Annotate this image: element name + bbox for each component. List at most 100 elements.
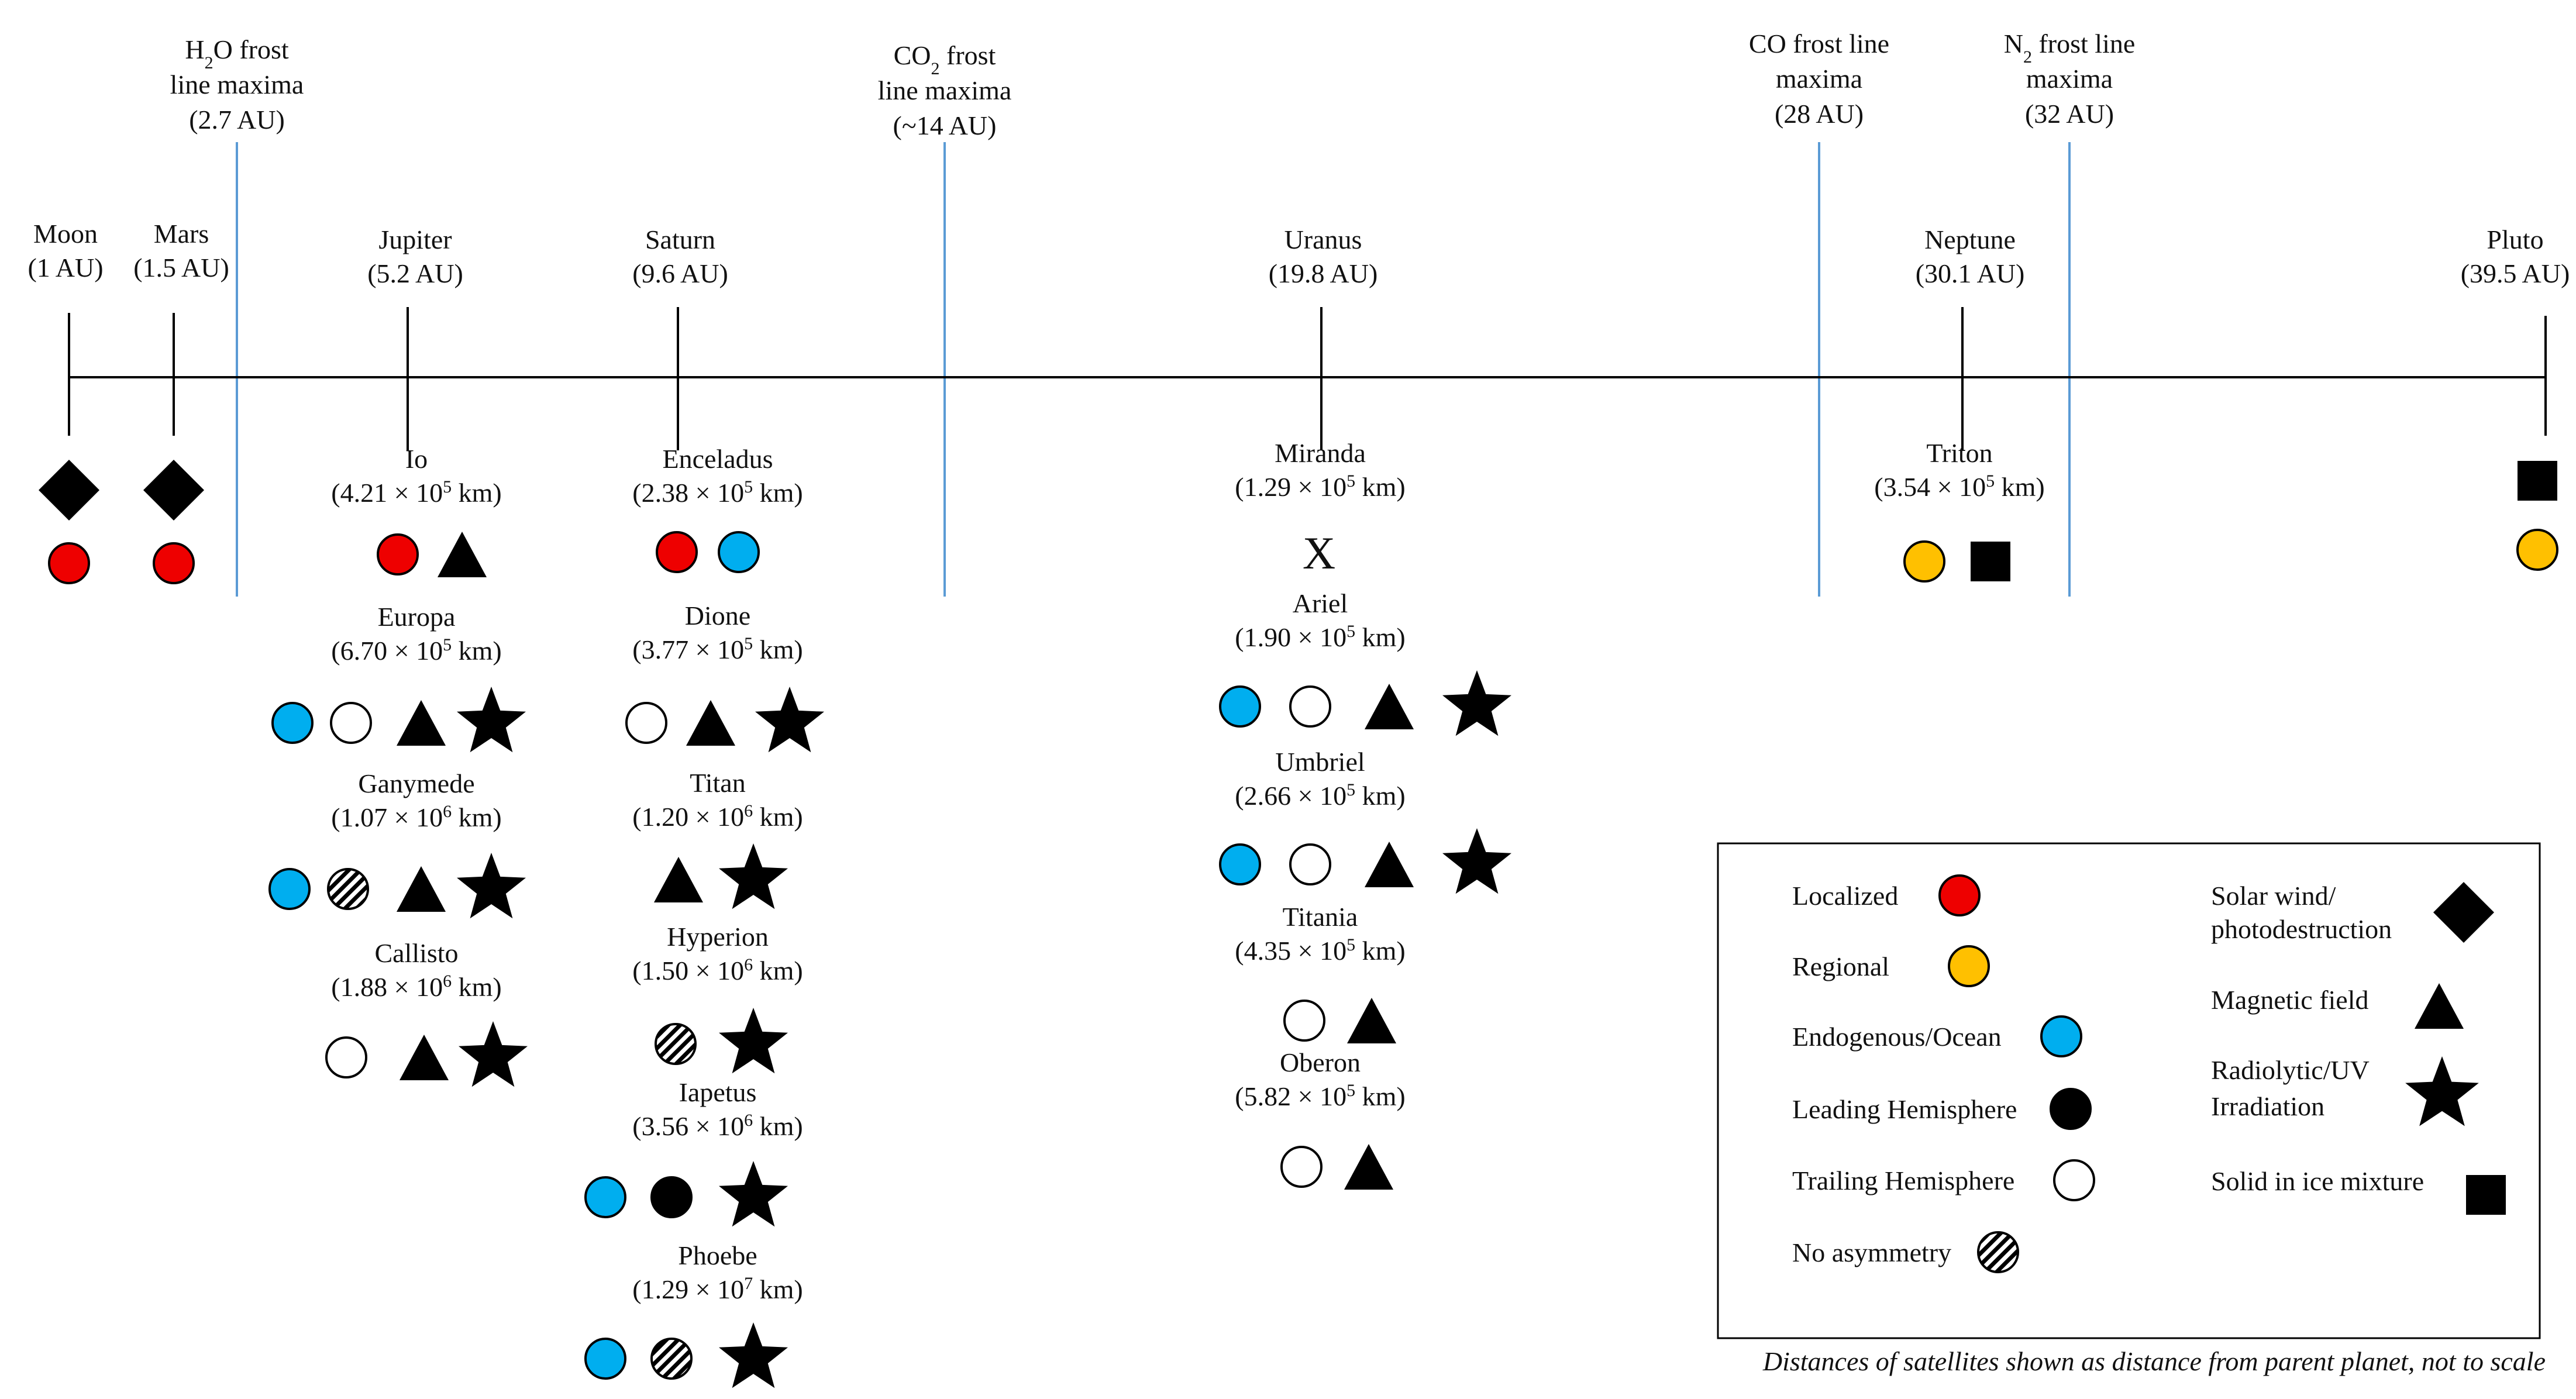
legend-label: Radiolytic/UV bbox=[2211, 1055, 2370, 1085]
triangle-symbol bbox=[1365, 842, 1414, 887]
frost-line-label: H2O frost bbox=[185, 35, 288, 73]
star-symbol bbox=[719, 1161, 788, 1227]
satellite-name: Oberon bbox=[1280, 1047, 1361, 1077]
satellite-name: Triton bbox=[1926, 438, 1992, 468]
satellite-ariel: Ariel (1.90 × 105 km) bbox=[1219, 588, 1511, 736]
body-neptune: Neptune (30.1 AU) bbox=[1916, 225, 2024, 450]
distance-mantissa: 1.07 bbox=[340, 802, 388, 832]
distance-exponent: 5 bbox=[744, 477, 753, 497]
body-uranus: Uranus (19.8 AU) bbox=[1269, 225, 1377, 450]
satellite-name: Dione bbox=[685, 601, 750, 630]
frost-line-text: N bbox=[2004, 29, 2023, 58]
white-symbol bbox=[330, 702, 372, 744]
legend-item-triangle: Magnetic field bbox=[2211, 983, 2464, 1029]
blue-symbol bbox=[584, 1176, 626, 1218]
times-ten: × 10 bbox=[387, 636, 443, 666]
distance-unit: km) bbox=[452, 802, 502, 832]
star-symbol bbox=[457, 853, 526, 919]
satellite-name: Callisto bbox=[374, 938, 458, 968]
satellite-titania: Titania(4.35 × 105 km) bbox=[1235, 902, 1406, 1043]
satellite-distance: (2.66 × 105 km) bbox=[1235, 780, 1405, 811]
distance-unit: km) bbox=[753, 478, 803, 508]
distance-exponent: 5 bbox=[443, 477, 452, 497]
hatch-symbol bbox=[650, 1338, 693, 1380]
diamond-symbol bbox=[143, 460, 204, 521]
yellow-symbol bbox=[1903, 540, 1945, 583]
square-symbol bbox=[1971, 542, 2010, 581]
satellite-distance: (1.20 × 106 km) bbox=[632, 801, 803, 832]
satellite-titan: Titan(1.20 × 106 km) bbox=[632, 768, 803, 909]
star-symbol bbox=[719, 1008, 788, 1074]
times-ten: × 10 bbox=[688, 635, 744, 664]
frost-line-label: maxima bbox=[1776, 64, 1862, 94]
paren: ( bbox=[632, 956, 641, 985]
triangle-symbol bbox=[1347, 998, 1396, 1043]
legend-label: Irradiation bbox=[2211, 1091, 2324, 1121]
triangle-symbol bbox=[1365, 684, 1414, 729]
hatch-symbol bbox=[655, 1023, 697, 1065]
blue-symbol bbox=[268, 868, 311, 910]
paren: ( bbox=[331, 478, 340, 508]
distance-unit: km) bbox=[1355, 781, 1406, 811]
star-symbol bbox=[457, 687, 526, 753]
distance-exponent: 5 bbox=[1986, 471, 1995, 491]
satellite-distance: (3.56 × 106 km) bbox=[632, 1111, 803, 1142]
distance-exponent: 6 bbox=[443, 971, 452, 991]
body-name: Mars bbox=[154, 219, 209, 249]
footnote: Distances of satellites shown as distanc… bbox=[1762, 1346, 2546, 1376]
frost-line-label: CO frost line bbox=[1749, 29, 1889, 58]
frost-line-text: (32 AU) bbox=[2025, 99, 2114, 129]
body-name: Jupiter bbox=[378, 225, 452, 254]
times-ten: × 10 bbox=[1291, 1081, 1346, 1111]
frost-line-label: N2 frost line bbox=[2004, 29, 2136, 67]
frost-line-text: line maxima bbox=[878, 75, 1012, 105]
star-symbol bbox=[459, 1021, 528, 1087]
bodies: Moon (1 AU) Mars (1.5 AU) Jupiter (5.2 AU) Sat… bbox=[27, 219, 2570, 584]
satellite-name: Ganymede bbox=[358, 769, 474, 798]
satellite-distance: (1.29 × 107 km) bbox=[632, 1274, 803, 1305]
body-distance: (1.5 AU) bbox=[133, 253, 229, 282]
frost-line-text: (2.7 AU) bbox=[189, 105, 285, 135]
legend-item-star: Radiolytic/UV Irradiation bbox=[2211, 1055, 2479, 1126]
satellites: Io(4.21 × 105 km)Europa(6.70 × 105 km)Ga… bbox=[268, 438, 2045, 1388]
times-ten: × 10 bbox=[688, 956, 744, 985]
white-symbol bbox=[625, 702, 667, 744]
satellite-name: Io bbox=[405, 444, 428, 474]
times-ten: × 10 bbox=[1291, 781, 1346, 811]
distance-exponent: 6 bbox=[744, 955, 753, 974]
triangle-symbol bbox=[400, 1035, 449, 1080]
distance-mantissa: 2.66 bbox=[1244, 781, 1292, 811]
legend-item-diamond: Solar wind/photodestruction bbox=[2211, 881, 2494, 944]
distance-unit: km) bbox=[1355, 622, 1406, 652]
body-pluto: Pluto (39.5 AU) bbox=[2461, 225, 2570, 571]
distance-exponent: 5 bbox=[1346, 471, 1355, 491]
white-symbol bbox=[325, 1036, 367, 1078]
white-symbol bbox=[1283, 1000, 1325, 1042]
distance-unit: km) bbox=[1355, 472, 1406, 502]
legend-white-symbol bbox=[2053, 1159, 2095, 1201]
distance-unit: km) bbox=[1355, 936, 1406, 966]
satellite-ganymede: Ganymede (1.07 × 106 km) bbox=[268, 769, 526, 919]
frost-line-text: line maxima bbox=[170, 70, 304, 99]
satellite-distance: (1.88 × 106 km) bbox=[331, 971, 501, 1002]
legend-label: Regional bbox=[1792, 952, 1889, 981]
triangle-symbol bbox=[1344, 1144, 1393, 1190]
satellite-oberon: Oberon (5.82 × 105 km) bbox=[1235, 1047, 1406, 1190]
times-ten: × 10 bbox=[688, 1274, 744, 1304]
body-name: Saturn bbox=[645, 225, 715, 254]
body-saturn: Saturn (9.6 AU) bbox=[632, 225, 728, 450]
satellite-iapetus: Iapetus (3.56 × 106 km) bbox=[584, 1077, 803, 1227]
distance-unit: km) bbox=[452, 478, 502, 508]
paren: ( bbox=[1235, 472, 1244, 502]
frost-line-text: CO frost line bbox=[1749, 29, 1889, 58]
satellite-europa: Europa(6.70 × 105 km) bbox=[271, 602, 526, 753]
times-ten: × 10 bbox=[1291, 622, 1346, 652]
paren: ( bbox=[331, 802, 340, 832]
legend-item-white: Trailing Hemisphere bbox=[1792, 1159, 2095, 1201]
satellite-distance: (1.90 × 105 km) bbox=[1235, 622, 1405, 653]
distance-exponent: 5 bbox=[1346, 935, 1355, 955]
satellite-distance: (5.82 × 105 km) bbox=[1235, 1081, 1405, 1112]
distance-unit: km) bbox=[452, 972, 502, 1002]
distance-unit: km) bbox=[753, 802, 803, 832]
satellite-io: Io(4.21 × 105 km) bbox=[331, 444, 502, 577]
